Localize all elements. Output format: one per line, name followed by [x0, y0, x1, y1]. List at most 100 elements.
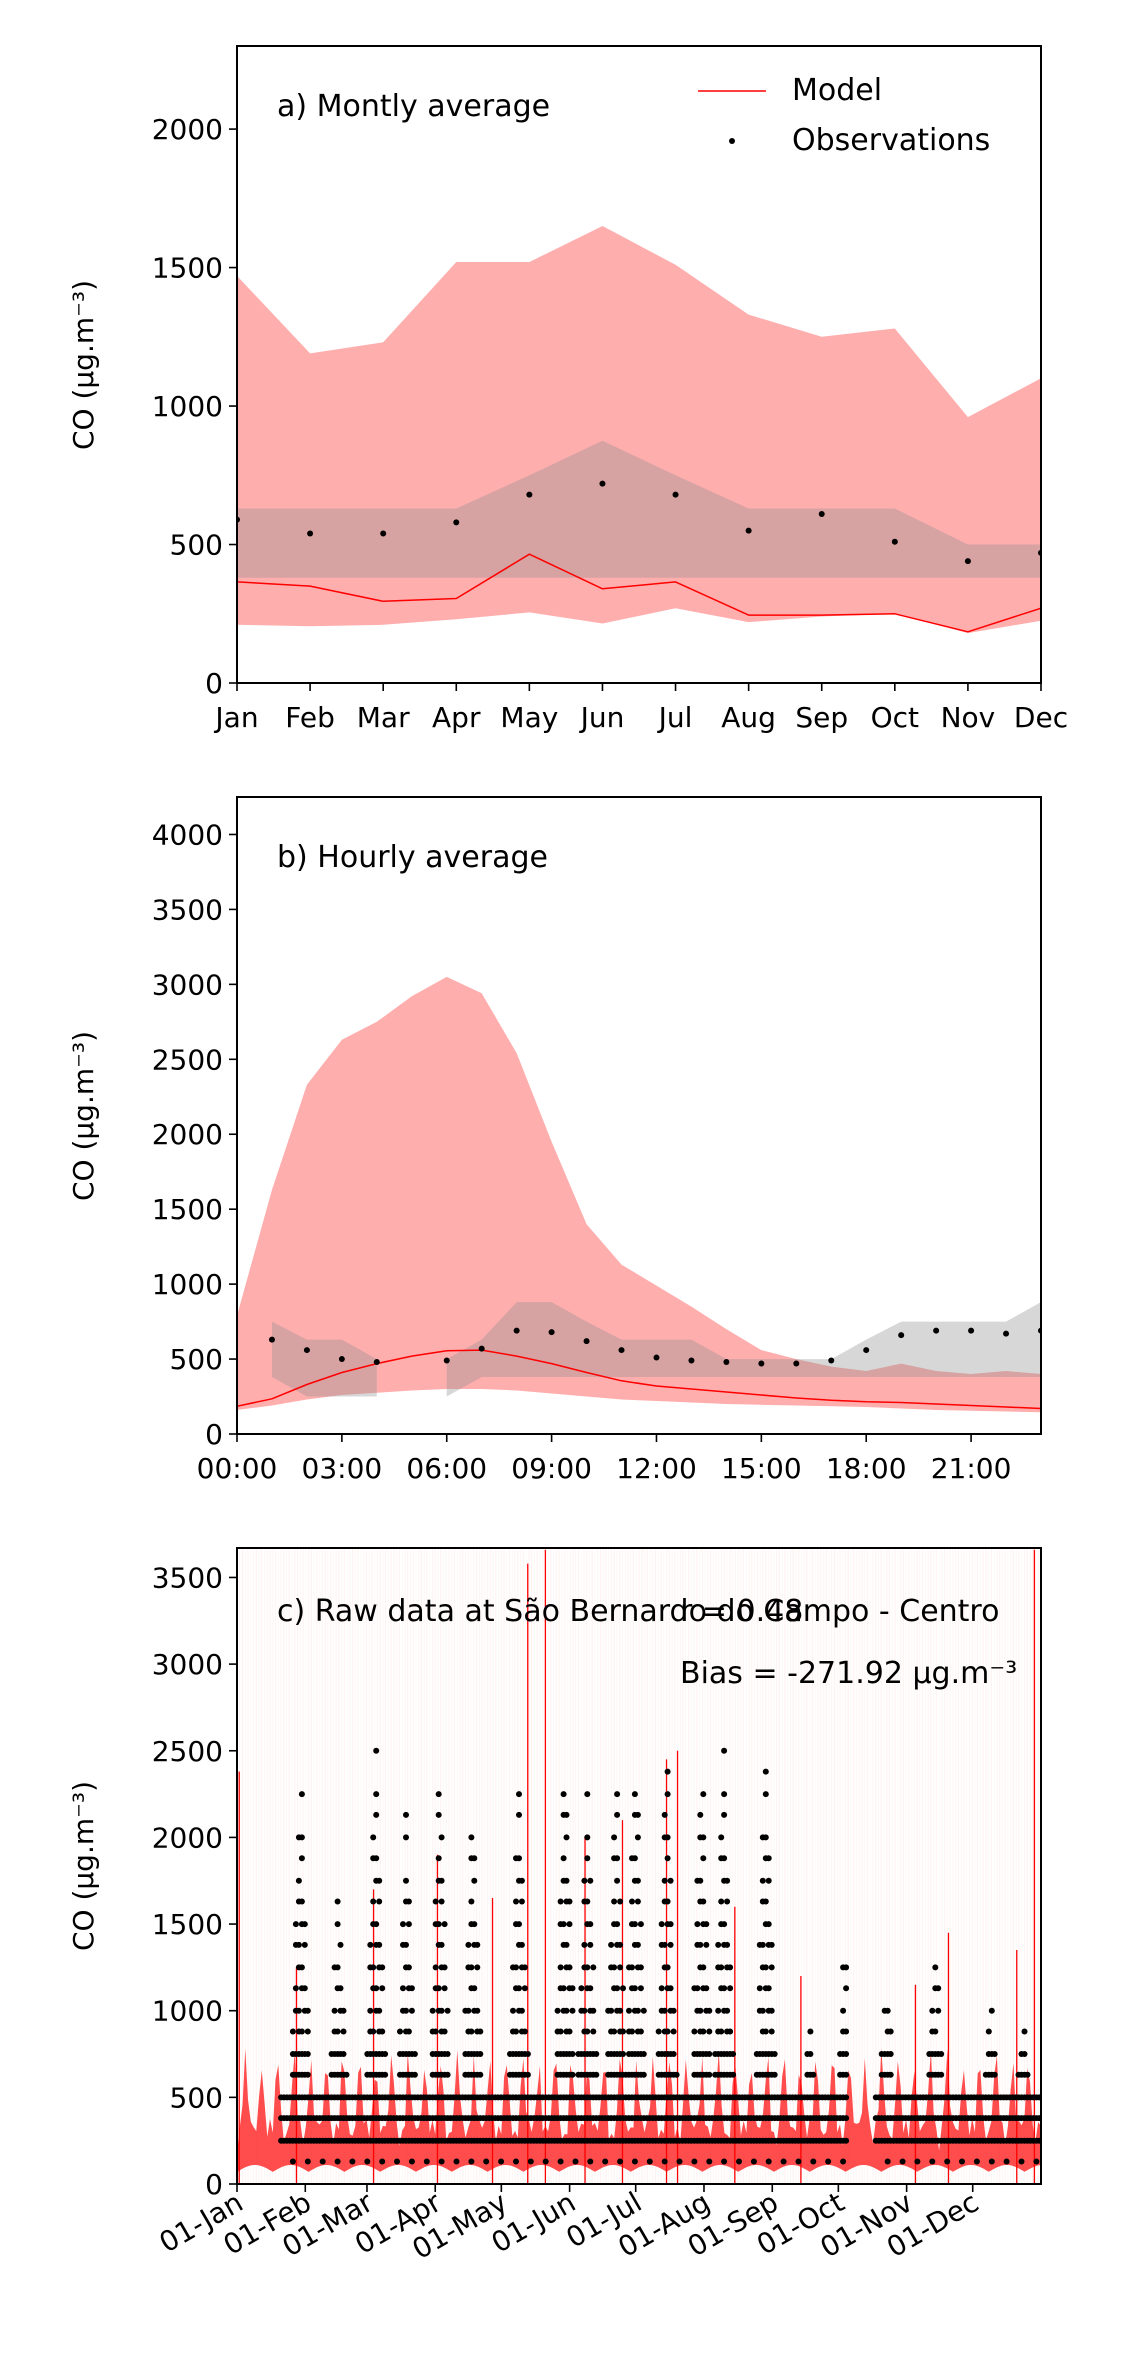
observation-point	[724, 1941, 731, 1948]
observation-point	[938, 2051, 945, 2057]
observation-point	[724, 1877, 731, 1884]
observation-point	[403, 1941, 409, 1948]
observation-point	[1021, 2028, 1028, 2035]
observation-point	[765, 1855, 772, 1862]
panel-a-ylabel: CO (μg.m⁻³)	[67, 280, 100, 450]
observation-point	[614, 1985, 621, 1992]
observation-point	[340, 2028, 347, 2035]
observation-point	[268, 1336, 275, 1343]
observation-point	[438, 1941, 445, 1948]
observation-point	[453, 2158, 460, 2165]
observation-point	[765, 1985, 772, 1992]
observation-point	[658, 1985, 665, 1992]
observation-point	[703, 1985, 710, 1992]
observation-point	[405, 2028, 412, 2035]
x-tick-label: Nov	[941, 701, 996, 734]
observation-point	[1036, 2137, 1041, 2144]
observation-point	[634, 1811, 641, 1818]
observation-point	[723, 1359, 730, 1366]
observation-point	[471, 1855, 478, 1862]
observation-point	[583, 1338, 590, 1345]
observation-point	[376, 1898, 383, 1905]
observation-point	[557, 2158, 564, 2165]
observation-point	[292, 1985, 299, 1992]
observation-point	[608, 2007, 615, 2014]
y-tick-label: 0	[205, 1418, 223, 1451]
observation-point	[331, 2007, 338, 2014]
observation-point	[289, 2028, 296, 2035]
observation-point	[334, 2158, 341, 2165]
x-tick-label: Jul	[657, 701, 693, 734]
observation-point	[1021, 2051, 1028, 2057]
observation-point	[818, 511, 825, 518]
y-tick-label: 1500	[152, 252, 223, 285]
observation-point	[373, 1811, 380, 1818]
observation-point	[343, 2071, 350, 2078]
observation-point	[516, 1811, 522, 1818]
observation-point	[557, 1964, 564, 1971]
observation-point	[721, 1985, 728, 1992]
observation-point	[542, 2158, 549, 2165]
observation-point	[373, 1359, 380, 1366]
y-tick-label: 500	[170, 2081, 223, 2114]
observation-point	[301, 1941, 308, 1948]
observation-point	[349, 2158, 356, 2165]
observation-point	[626, 2007, 632, 2014]
observation-point	[526, 491, 533, 498]
observation-point	[700, 1834, 707, 1841]
x-tick-label: Jun	[579, 701, 625, 734]
observation-point	[706, 2007, 713, 2014]
observation-point	[465, 1941, 472, 1948]
panel-a-axes: 0 500 1000 1500 2000 Jan Feb Mar Apr May Jun Jul Aug…	[152, 113, 1068, 734]
observation-point	[828, 1357, 835, 1364]
observation-point	[441, 1985, 448, 1992]
observation-point	[620, 1985, 626, 1992]
observation-point	[599, 480, 606, 487]
observation-point	[617, 1964, 624, 1971]
legend-observations-marker	[729, 138, 735, 144]
observation-point	[840, 2158, 847, 2165]
observation-point	[572, 2158, 579, 2165]
observation-point	[370, 2028, 377, 2035]
observation-point	[667, 1941, 674, 1948]
observation-point	[664, 1768, 671, 1775]
observation-point	[614, 1791, 621, 1798]
observation-point	[587, 1985, 594, 1992]
x-tick-label: 18:00	[826, 1452, 907, 1485]
observation-point	[697, 1941, 704, 1948]
observation-point	[843, 2115, 850, 2122]
observation-point	[706, 2071, 713, 2078]
observation-range-band	[237, 440, 1041, 578]
observation-point	[843, 1985, 850, 1992]
observation-point	[637, 1964, 644, 1971]
observation-point	[640, 2051, 647, 2057]
observation-point	[724, 1898, 731, 1905]
observation-point	[566, 1964, 573, 1971]
observation-point	[468, 2028, 475, 2035]
observation-point	[453, 519, 460, 526]
observation-point	[370, 1834, 377, 1841]
observation-point	[631, 1791, 638, 1798]
y-tick-label: 3500	[152, 893, 223, 926]
y-tick-label: 1000	[152, 1995, 223, 2028]
observation-point	[379, 2158, 386, 2165]
observation-point	[379, 1964, 386, 1971]
observation-point	[640, 2071, 647, 2078]
observation-point	[745, 527, 752, 534]
x-tick-label: Sep	[795, 701, 848, 734]
model-line	[237, 1349, 1041, 1410]
observation-point	[397, 2028, 403, 2035]
y-tick-label: 1000	[152, 1268, 223, 1301]
observation-point	[810, 2071, 817, 2078]
observation-point	[304, 2007, 311, 2014]
observation-point	[477, 2071, 484, 2078]
y-tick-label: 3000	[152, 1648, 223, 1681]
observation-point	[581, 1941, 588, 1948]
observation-point	[843, 2137, 850, 2144]
x-tick-label: 09:00	[511, 1452, 592, 1485]
observation-point	[640, 2007, 647, 2014]
observation-point	[527, 2158, 534, 2165]
observation-point	[441, 1921, 448, 1928]
x-tick-label: 12:00	[616, 1452, 697, 1485]
